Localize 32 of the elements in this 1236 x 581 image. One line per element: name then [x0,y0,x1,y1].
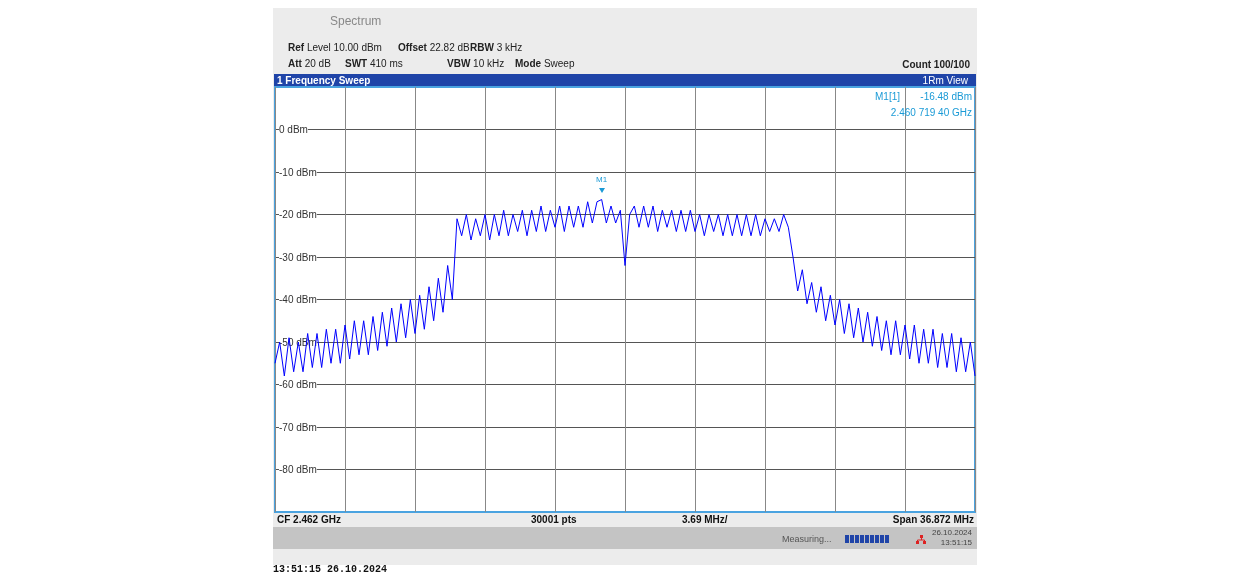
annotation: M1[1] [874,91,900,102]
text: Measuring... [782,534,832,544]
y-tick-label: -60 dBm [279,379,317,390]
text: Ref Level 10.00 dBm [288,42,382,53]
line-series [274,199,976,377]
text: RBW 3 kHz [470,42,523,53]
y-tick-label: -30 dBm [279,251,317,263]
text: 1Rm View [922,75,968,86]
y-tick-label: -70 dBm [279,421,317,433]
text: 30001 pts [531,514,577,525]
text: CF 2.462 GHz [277,514,341,525]
annotation: 2.460 719 40 GHz [890,107,972,118]
text: 13:51:15 26.10.2024 [273,564,388,575]
y-tick-label: -10 dBm [279,166,317,178]
y-tick-label: 0 dBm [279,124,308,135]
text: Span 36.872 MHz [892,514,974,525]
y-tick-label: -20 dBm [279,209,317,220]
annotation: M1 [596,175,608,185]
text: Mode Sweep [515,58,575,69]
text: 26.10.2024 [931,528,972,537]
annotation: -16.48 dBm [920,91,972,102]
text: SWT 410 ms [345,58,403,69]
text: Spectrum [330,14,382,28]
text: 13:51:15 [940,538,972,547]
text: Att 20 dB [288,58,331,69]
y-tick-label: -80 dBm [279,464,317,475]
chart-title: 1 Frequency Sweep [277,75,371,86]
text: Offset 22.82 dB [398,42,470,53]
text: 3.69 MHz/ [682,514,728,525]
y-tick-label: -40 dBm [279,294,317,305]
text: Count 100/100 [902,59,970,70]
text: VBW 10 kHz [447,58,505,69]
